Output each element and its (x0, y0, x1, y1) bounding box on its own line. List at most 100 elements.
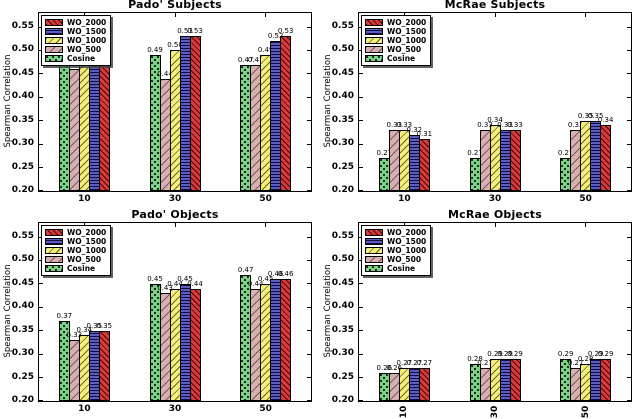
legend-label: WO_1000 (67, 246, 107, 255)
bar-value-label: 0.47 (237, 55, 254, 64)
bar-value-label: 0.46 (267, 270, 284, 279)
bar-value-label: 0.33 (66, 331, 83, 340)
legend-item: WO_500 (365, 255, 426, 264)
bar-value-label: 0.27 (406, 359, 423, 368)
y-tick-mark (39, 190, 43, 191)
chart-title: McRae Subjects (444, 0, 546, 11)
bar-value-label: 0.28 (577, 354, 594, 363)
bar-value-label: 0.33 (497, 121, 513, 130)
bar-value-label: 0.50 (167, 41, 183, 50)
y-tick-label: 0.40 (331, 91, 354, 102)
bar-value-label: 0.27 (467, 149, 483, 158)
bar-value-label: 0.27 (557, 149, 574, 158)
legend-swatch (45, 256, 63, 263)
y-tick-mark (627, 306, 631, 308)
bar-value-label: 0.26 (386, 363, 403, 372)
plot-area: 10 0.27 0.33 0.33 0.32 0.31 30 0.27 0.33 0.34 0.33… (358, 12, 632, 204)
y-tick-label: 0.45 (11, 67, 34, 78)
y-tick-mark (627, 353, 631, 355)
legend: WO_2000 WO_1500 WO_1000 WO_500 Cosine (41, 225, 112, 276)
x-tick-mark (174, 223, 176, 227)
bar-value-label: 0.44 (247, 279, 264, 288)
bar-value-label: 0.33 (396, 121, 413, 130)
bar-value-label: 0.33 (477, 121, 493, 130)
y-tick-label: 0.45 (331, 277, 354, 288)
legend-label: WO_500 (387, 45, 422, 54)
y-tick-mark (39, 283, 43, 285)
y-tick-mark (307, 259, 311, 261)
y-tick-mark (627, 190, 631, 191)
x-tick-mark (265, 13, 267, 17)
y-tick-label: 0.20 (331, 395, 354, 405)
bar-value-label: 0.33 (507, 121, 523, 130)
legend-swatch (365, 55, 383, 62)
x-tick-mark (585, 13, 587, 17)
y-tick-mark (359, 73, 363, 75)
bar-wo_2000 (418, 139, 430, 191)
x-tick-label: 50 (259, 194, 272, 204)
legend-label: WO_1000 (67, 36, 107, 45)
legend-swatch (45, 238, 63, 245)
y-tick-mark (307, 167, 311, 169)
y-tick-label: 0.20 (331, 185, 354, 195)
x-tick-label: 10 (398, 194, 411, 204)
legend-item: WO_2000 (365, 18, 426, 27)
legend: WO_2000 WO_1500 WO_1000 WO_500 Cosine (361, 15, 432, 66)
legend-swatch (45, 247, 63, 254)
legend-item: Cosine (365, 54, 426, 63)
legend-swatch (365, 265, 383, 272)
y-tick-label: 0.30 (11, 348, 34, 359)
legend-label: Cosine (67, 264, 96, 273)
bar-value-label: 0.29 (507, 349, 523, 358)
bar-value-label: 0.44 (187, 279, 203, 288)
x-tick-mark (585, 223, 587, 227)
y-tick-mark (359, 283, 363, 285)
y-tick-mark (307, 26, 311, 28)
x-tick-mark (174, 13, 176, 17)
y-tick-mark (627, 26, 631, 28)
x-tick-label: 50 (579, 194, 592, 204)
legend-item: WO_2000 (45, 228, 106, 237)
x-tick-mark (494, 13, 496, 17)
x-tick-label: 30 (168, 404, 182, 414)
legend-swatch (45, 55, 63, 62)
bar-value-label: 0.29 (587, 349, 604, 358)
legend-swatch (365, 238, 383, 245)
bar-wo_2000 (600, 358, 612, 401)
bar-value-label: 0.35 (587, 111, 604, 120)
legend-swatch (365, 229, 383, 236)
bar-value-label: 0.35 (577, 111, 594, 120)
legend-swatch (365, 19, 383, 26)
y-tick-label: 0.45 (331, 67, 354, 78)
y-tick-label: 0.40 (331, 301, 354, 312)
x-tick-label: 10 (399, 405, 410, 419)
y-tick-mark (39, 400, 43, 401)
y-tick-mark (39, 143, 43, 145)
bar-value-label: 0.33 (567, 121, 584, 130)
y-tick-label: 0.25 (331, 371, 354, 382)
bar-value-label: 0.33 (386, 121, 403, 130)
bar-value-label: 0.47 (237, 265, 254, 274)
y-tick-label: 0.55 (11, 231, 34, 242)
y-tick-label: 0.30 (331, 138, 354, 149)
legend-label: WO_2000 (67, 228, 107, 237)
legend-label: Cosine (387, 264, 416, 273)
y-tick-mark (359, 306, 363, 308)
chart-panel-mcrae-subjects: McRae Subjects Spearman Correlation 10 0.… (320, 0, 640, 210)
y-tick-mark (307, 96, 311, 98)
bar-value-label: 0.53 (177, 27, 193, 36)
bar-value-label: 0.29 (557, 349, 574, 358)
x-tick-label: 30 (168, 194, 182, 204)
y-tick-mark (627, 283, 631, 285)
bar-value-label: 0.27 (477, 359, 493, 368)
legend-swatch (365, 256, 383, 263)
y-tick-label: 0.50 (11, 44, 34, 55)
y-tick-mark (307, 190, 311, 191)
y-tick-label: 0.55 (331, 21, 354, 32)
bar-value-label: 0.26 (376, 363, 393, 372)
y-tick-mark (39, 73, 43, 75)
y-tick-mark (359, 190, 363, 191)
legend-item: WO_500 (365, 45, 426, 54)
legend-label: WO_1500 (387, 237, 427, 246)
plot-area: 10 0.26 0.26 0.27 0.27 0.27 30 0.28 0.27 0.29 0.29… (358, 222, 632, 418)
